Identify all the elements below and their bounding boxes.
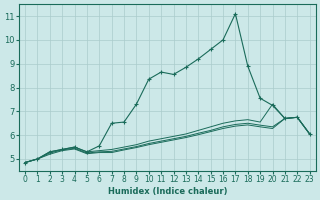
X-axis label: Humidex (Indice chaleur): Humidex (Indice chaleur)	[108, 187, 227, 196]
